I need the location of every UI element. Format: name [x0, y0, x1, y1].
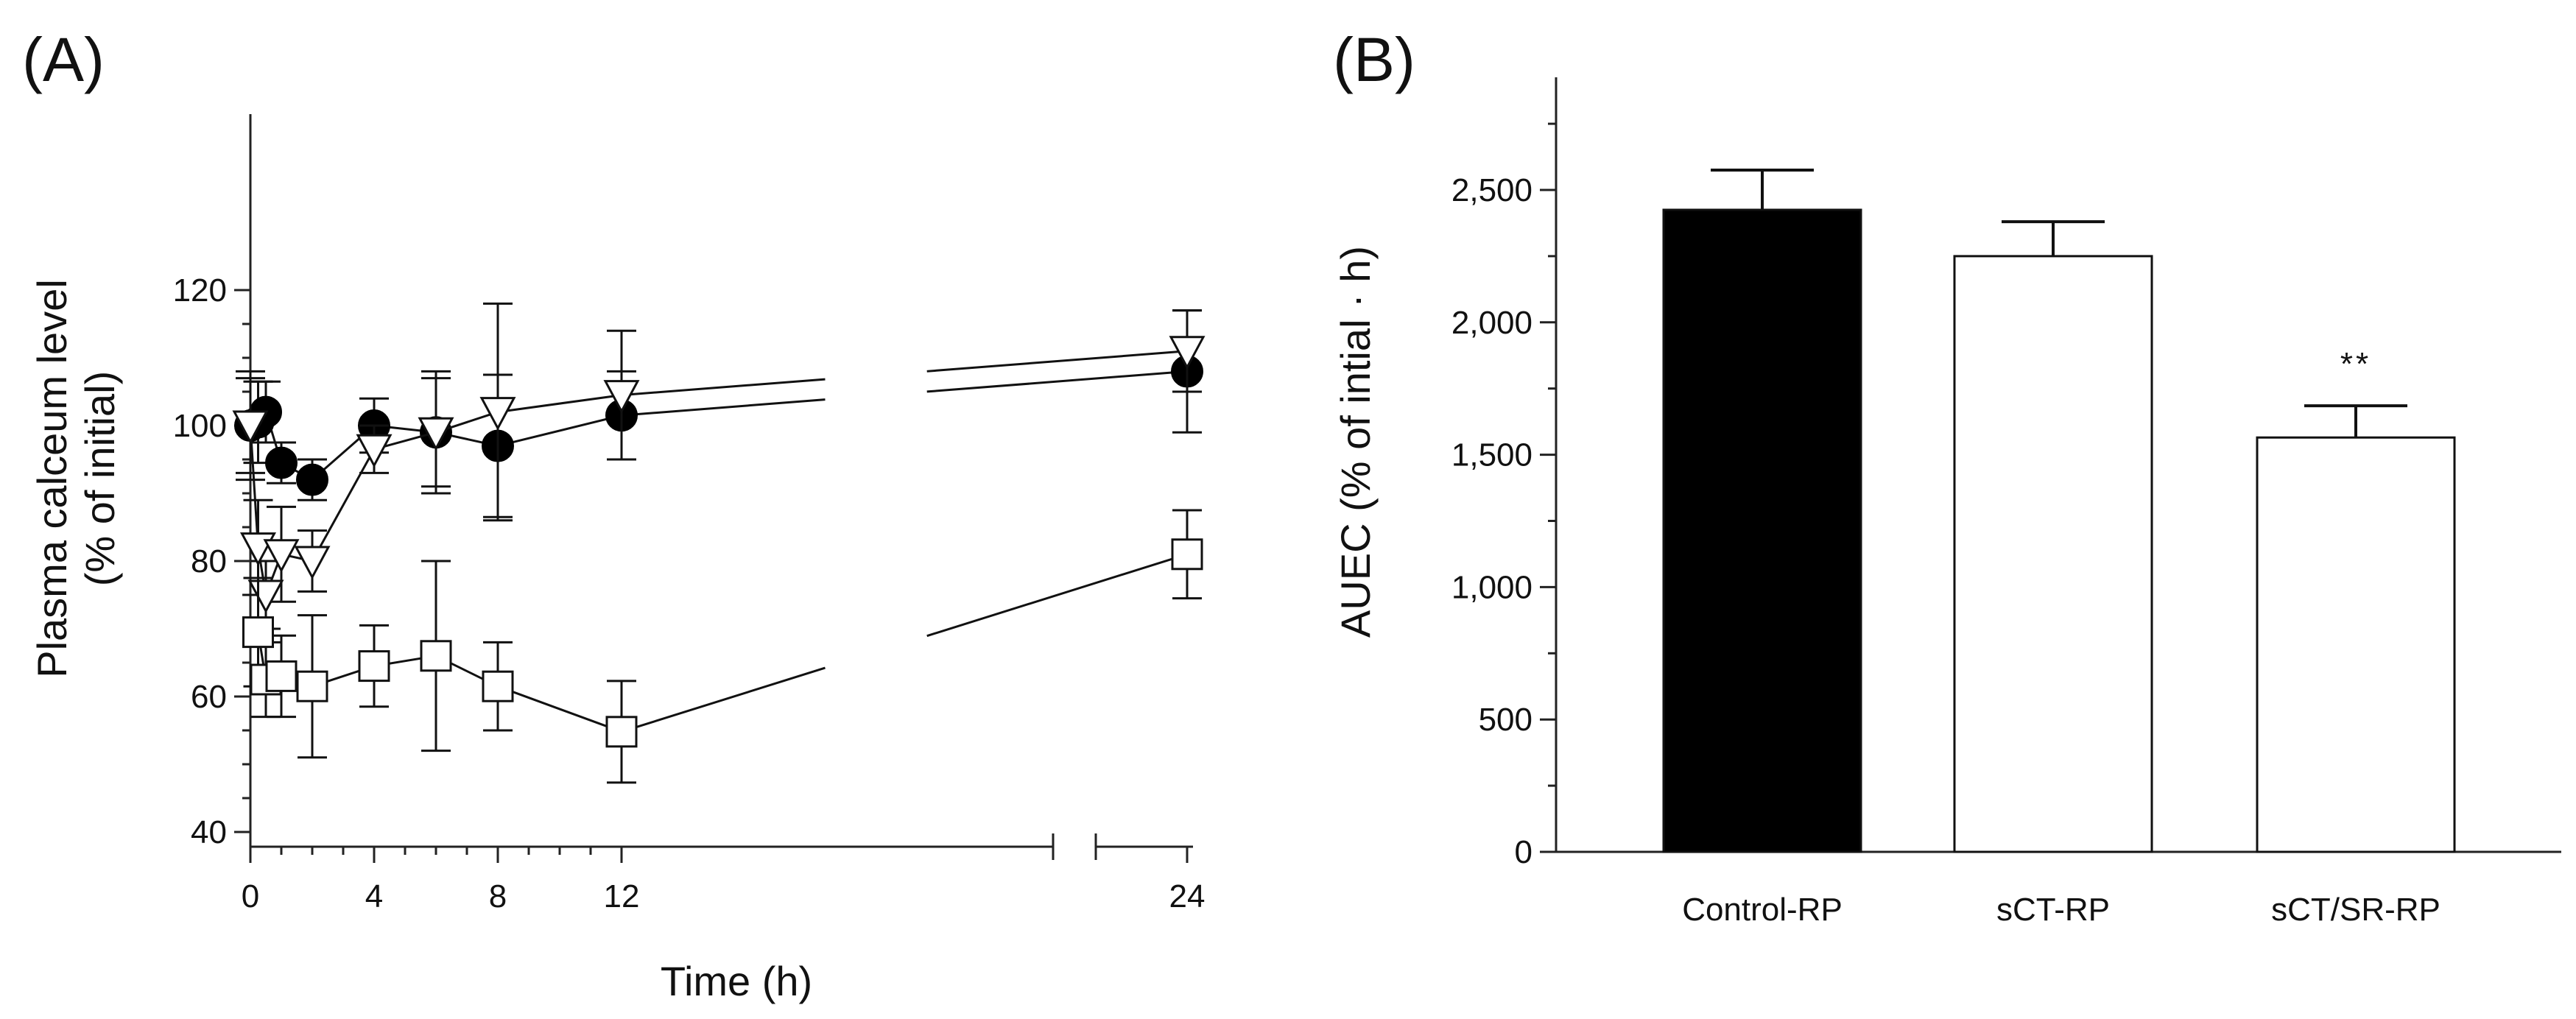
bar-sct-rp — [1953, 255, 2153, 853]
series-line-segment — [497, 394, 622, 414]
panel-b-bar-chart: (B) AUEC (% of intial · h) 0 500 1,000 1,50… — [1332, 25, 2561, 928]
series-line-segment — [249, 425, 259, 548]
panel-a-y-tick-label: 100 — [173, 408, 227, 444]
panel-b-y-tick-label: 0 — [1515, 834, 1532, 870]
significance-annotation: ** — [2340, 346, 2371, 382]
panel-a-label: (A) — [22, 25, 105, 94]
series-open-triangle — [232, 302, 1206, 630]
series-line-segment — [926, 350, 1188, 373]
data-point-open-triangle — [1169, 336, 1206, 370]
data-point-open-square — [296, 670, 328, 702]
bar-sct-sr-rp — [2256, 436, 2456, 853]
panel-b-y-axis-title: AUEC (% of intial · h) — [1332, 246, 1379, 638]
data-point-open-triangle — [232, 410, 269, 445]
series-line-segment — [926, 370, 1188, 393]
panel-a-y-axis-title-line1: Plasma calceum level — [29, 279, 75, 678]
panel-a-x-axis-title: Time (h) — [661, 958, 812, 1004]
series-line-segment — [621, 666, 826, 733]
series-line-segment — [621, 378, 826, 397]
panel-b-axes: 0 500 1,000 1,500 2,000 2,500 Control-RP sCT-RP… — [1451, 77, 2561, 928]
data-point-open-triangle — [356, 434, 393, 468]
series-line-segment — [926, 553, 1188, 638]
data-point-open-square — [1171, 538, 1203, 571]
panel-a-y-tick-label: 120 — [173, 272, 227, 308]
series-line-segment — [621, 398, 826, 417]
series-line-segment — [497, 685, 622, 733]
panel-a-x-tick-label: 12 — [604, 878, 640, 914]
panel-a-line-chart: (A) Plasma calceum level (% of initial) … — [22, 25, 1206, 1004]
series-line-segment — [497, 414, 622, 448]
panel-a-x-tick-label: 24 — [1169, 878, 1206, 914]
bar-control-rp — [1662, 208, 1862, 853]
data-point-open-square — [358, 650, 390, 683]
panel-a-y-tick-label: 80 — [191, 543, 227, 579]
data-point-open-square — [242, 616, 274, 649]
panel-a-y-axis-title-line2: (% of initial) — [77, 371, 123, 587]
series-open-square — [242, 509, 1203, 784]
panel-b-category-label: sCT/SR-RP — [2271, 892, 2440, 928]
data-point-open-triangle — [263, 539, 300, 573]
data-point-open-square — [265, 660, 298, 692]
series-filled-circle — [234, 309, 1203, 518]
panel-a-series — [232, 302, 1206, 784]
series-line-segment — [311, 448, 376, 562]
panel-b-y-tick-label: 1,000 — [1451, 569, 1532, 605]
data-point-open-square — [420, 640, 452, 672]
data-point-open-triangle — [603, 380, 640, 414]
panel-b-y-tick-label: 500 — [1479, 702, 1532, 738]
data-point-open-triangle — [418, 417, 454, 451]
data-point-open-square — [605, 716, 638, 748]
panel-a-y-tick-label: 60 — [191, 679, 227, 715]
data-point-open-triangle — [479, 397, 516, 431]
panel-a-x-tick-label: 0 — [242, 878, 259, 914]
panel-b-category-label: Control-RP — [1682, 892, 1843, 928]
panel-b-y-tick-label: 1,500 — [1451, 437, 1532, 473]
data-point-open-triangle — [294, 546, 331, 580]
panel-b-y-tick-label: 2,500 — [1451, 172, 1532, 208]
panel-b-y-tick-label: 2,000 — [1451, 305, 1532, 341]
panel-a-x-tick-label: 4 — [365, 878, 383, 914]
data-point-filled-circle — [296, 463, 328, 496]
panel-a-axes: 40 60 80 100 120 0 4 8 12 24 — [173, 114, 1206, 914]
data-point-filled-circle — [265, 446, 298, 479]
panel-b-category-label: sCT-RP — [1996, 892, 2110, 928]
panel-a-x-tick-label: 8 — [489, 878, 507, 914]
panel-b-bars: ** — [1662, 169, 2456, 853]
panel-b-label: (B) — [1333, 25, 1415, 94]
data-point-open-square — [482, 670, 514, 702]
panel-a-y-tick-label: 40 — [191, 814, 227, 850]
